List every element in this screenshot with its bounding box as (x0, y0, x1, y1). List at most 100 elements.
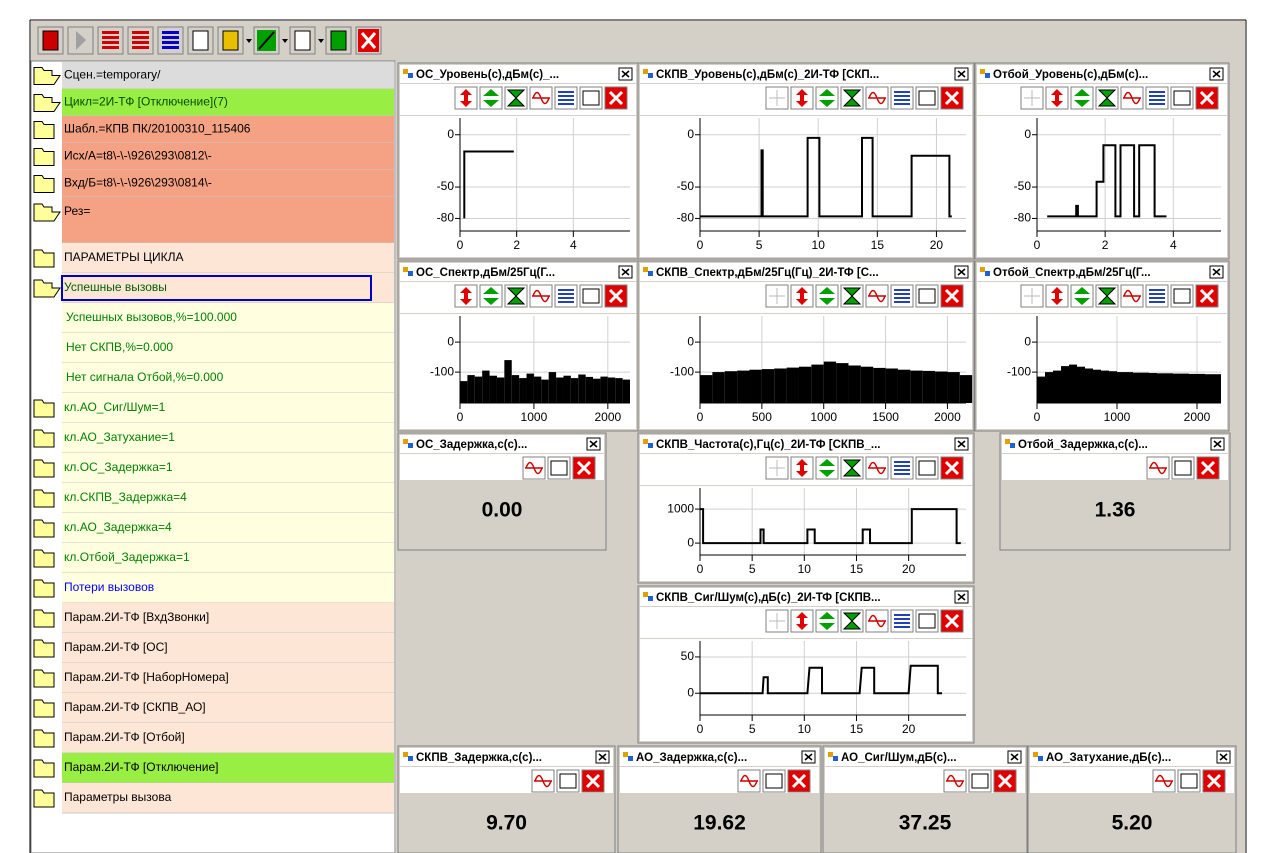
folder-icon (33, 759, 55, 778)
tree-item-label[interactable]: Парам.2И-ТФ [СКПВ_АО] (64, 700, 206, 714)
tree-item-label[interactable]: Исх/А=t8\-\-\926\293\0812\- (64, 149, 212, 163)
tool-button[interactable] (815, 86, 839, 110)
folder-icon (33, 579, 55, 598)
icon (894, 289, 910, 303)
tool-button[interactable] (1070, 86, 1094, 110)
spectrum-bar (1133, 372, 1141, 403)
icon (1123, 91, 1141, 105)
panel-icon (403, 69, 408, 74)
tool-button[interactable] (890, 609, 914, 633)
tool-button[interactable] (815, 609, 839, 633)
panel-title: Отбой_Спектр,дБм/25Гц(Г... (993, 267, 1151, 279)
tree-item-label[interactable]: Успешных вызовов,%=100.000 (66, 310, 237, 324)
tree-item-label[interactable]: Параметры вызова (64, 790, 172, 804)
plot-bg (400, 314, 636, 429)
icon (506, 89, 526, 107)
tree-item-label[interactable]: Цикл=2И-ТФ [Отключение](7) (64, 95, 228, 109)
icon (1149, 289, 1165, 303)
tree-item-label[interactable]: кл.Отбой_Задержка=1 (64, 550, 190, 564)
tree-item-label[interactable]: Вхд/Б=t8\-\-\926\293\0814\- (64, 176, 212, 190)
panel-icon (648, 73, 653, 78)
tree-item-label[interactable]: Парам.2И-ТФ [Отбой] (64, 730, 185, 744)
tool-button[interactable] (554, 86, 578, 110)
tree-item-label[interactable]: Потери вызовов (64, 580, 154, 594)
y-tick-label: -80 (1014, 211, 1032, 225)
tree-item-label[interactable]: Шабл.=КПВ ПК/20100310_115406 (64, 122, 251, 136)
tool-button[interactable] (1070, 284, 1094, 308)
spectrum-bar (811, 364, 824, 403)
panel-icon (643, 592, 648, 597)
tree-item-label[interactable]: кл.АО_Затухание=1 (64, 430, 175, 444)
icon (102, 31, 119, 34)
panel-icon (828, 752, 833, 757)
folder-icon (33, 148, 55, 166)
tree-item-label[interactable]: Успешные вызовы (64, 280, 167, 294)
spectrum-bar (489, 375, 497, 403)
folder-icon (33, 609, 55, 628)
tool-button[interactable] (479, 284, 503, 308)
tree-item-label[interactable]: Рез= (64, 204, 90, 218)
spectrum-bar (712, 372, 725, 403)
tree-item-label[interactable]: Парам.2И-ТФ [ВхдЗвонки] (64, 610, 209, 624)
tree-item-label[interactable]: кл.СКПВ_Задержка=4 (64, 490, 187, 504)
folder-icon (33, 429, 55, 448)
spectrum-bar (593, 378, 601, 403)
icon (162, 36, 179, 39)
x-tick-label: 2000 (1184, 410, 1211, 424)
spectrum-bar (556, 377, 564, 403)
tool-button[interactable] (890, 456, 914, 480)
spectrum-bar (504, 360, 512, 403)
spectrum-bar (548, 372, 557, 403)
tree-item-label[interactable]: Парам.2И-ТФ [НаборНомера] (64, 670, 229, 684)
tool-button[interactable] (815, 284, 839, 308)
signal-line (463, 150, 514, 219)
tree-item-label[interactable]: Сцен.=temporary/ (64, 68, 161, 82)
panel-title: ОС_Задержка,с(с)... (416, 439, 527, 451)
y-tick-label: 50 (681, 649, 695, 663)
x-tick-label: 0 (1034, 410, 1041, 424)
panel-title-bar (1030, 748, 1234, 766)
folder-open-icon (33, 279, 61, 298)
tree-row-bg (62, 693, 394, 723)
spectrum-bar (578, 374, 586, 403)
x-tick-label: 15 (871, 238, 885, 252)
panel-title: Отбой_Уровень(с),дБм(с)... (993, 69, 1148, 81)
value-readout: 9.70 (486, 812, 527, 835)
tool-button[interactable] (554, 284, 578, 308)
tool-button[interactable] (815, 456, 839, 480)
folder-icon (33, 639, 55, 658)
dropdown[interactable] (318, 39, 324, 43)
y-tick-label: 0 (1024, 127, 1031, 141)
icon (918, 288, 936, 304)
tree-item-label[interactable]: Парам.2И-ТФ [ОС] (64, 640, 168, 654)
tree-item-label[interactable]: Нет сигнала Отбой,%=0.000 (66, 370, 224, 384)
tree-item-label[interactable]: кл.ОС_Задержка=1 (64, 460, 173, 474)
tree-row-bg (62, 143, 394, 170)
close-icon (957, 440, 966, 448)
dropdown[interactable] (246, 39, 252, 43)
tool-button[interactable] (479, 86, 503, 110)
icon (102, 46, 119, 49)
panel-title: СКПВ_Уровень(с),дБм(с)_2И-ТФ [СКП... (656, 69, 879, 81)
icon (765, 773, 783, 789)
icon (1149, 461, 1167, 475)
y-tick-label: -100 (670, 364, 694, 378)
spectrum-bar (848, 365, 861, 403)
tree-item-label[interactable]: ПАРАМЕТРЫ ЦИКЛА (64, 250, 184, 264)
icon (769, 460, 785, 476)
spectrum-bar (1173, 373, 1181, 403)
tree-item-label[interactable]: Нет СКПВ,%=0.000 (66, 340, 173, 354)
icon (1200, 460, 1216, 476)
tool-button[interactable] (1145, 284, 1169, 308)
spectrum-bar (496, 377, 505, 403)
tool-button[interactable] (1145, 86, 1169, 110)
icon (1097, 89, 1117, 107)
dropdown[interactable] (282, 39, 288, 43)
tree-item-label[interactable]: кл.АО_Сиг/Шум=1 (64, 400, 166, 414)
tool-button[interactable] (890, 284, 914, 308)
tool-button[interactable] (890, 86, 914, 110)
x-tick-label: 15 (850, 722, 864, 736)
tree-item-label[interactable]: Парам.2И-ТФ [Отключение] (64, 760, 218, 774)
x-tick-label: 0 (457, 410, 464, 424)
tree-item-label[interactable]: кл.АО_Задержка=4 (64, 520, 172, 534)
